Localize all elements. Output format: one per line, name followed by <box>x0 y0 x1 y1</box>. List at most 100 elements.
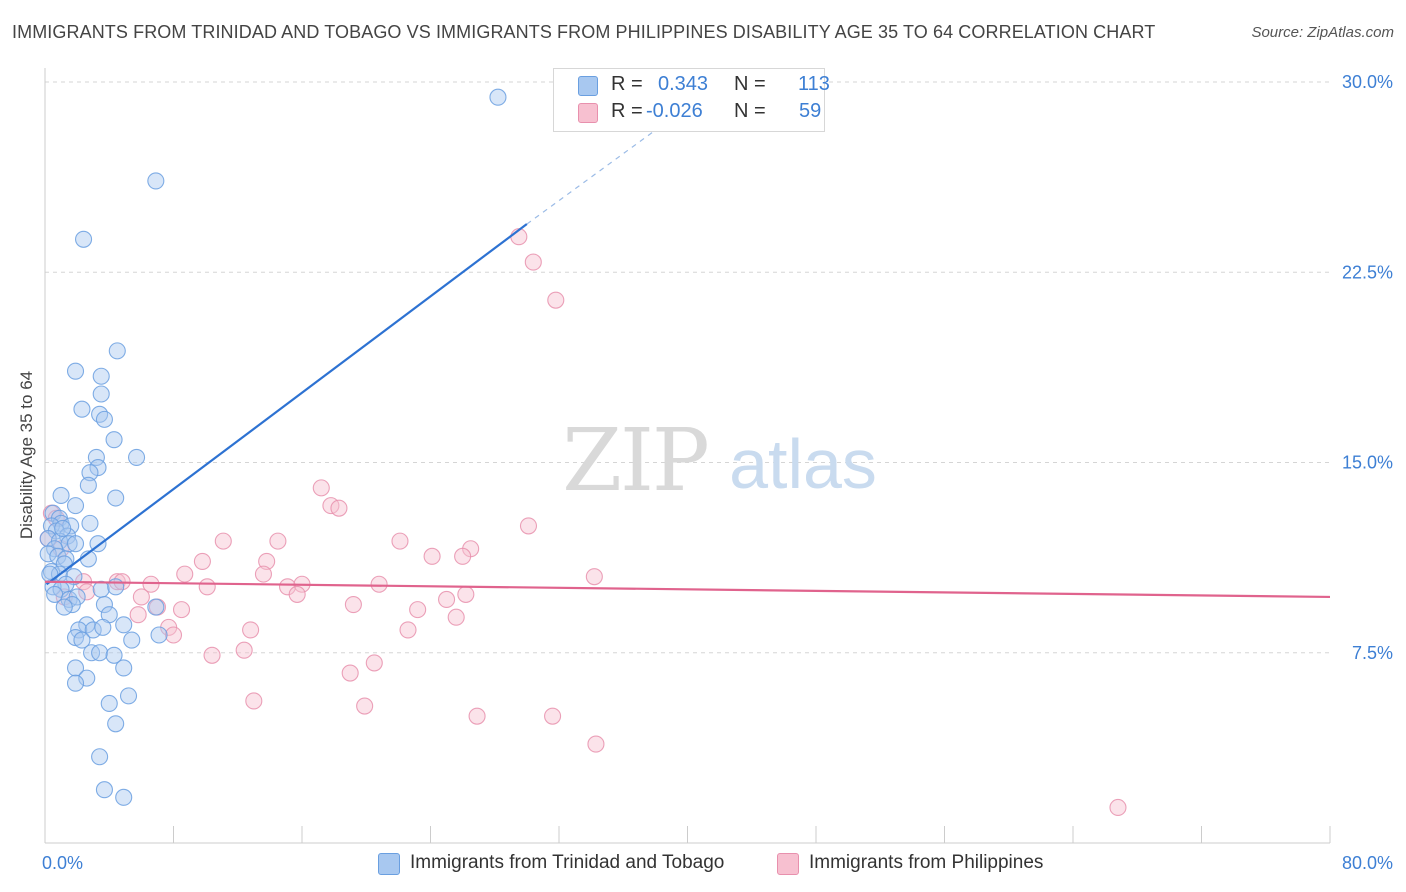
philippines-point <box>524 253 542 271</box>
philippines-point <box>129 606 147 624</box>
r-label: R = <box>611 100 643 122</box>
philippines-point <box>193 552 211 570</box>
axes <box>44 68 1331 844</box>
swatch-philippines <box>578 103 598 123</box>
trinidad-point <box>66 535 85 553</box>
grid-lines <box>45 81 1330 654</box>
philippines-point <box>356 697 374 715</box>
trinidad-point <box>66 362 85 380</box>
trinidad-point <box>92 385 110 403</box>
legend-swatch-trinidad <box>378 853 400 875</box>
trinidad-point <box>41 565 59 583</box>
philippines-point <box>587 735 605 753</box>
n-label: N = <box>734 73 766 95</box>
trinidad-point <box>39 545 57 563</box>
trinidad-point <box>115 616 133 634</box>
philippines-point <box>468 707 486 725</box>
philippines-point <box>454 547 472 565</box>
trinidad-trend-line-extension <box>526 129 656 225</box>
trinidad-point <box>66 497 85 515</box>
trinidad-point <box>52 486 70 505</box>
y-tick-label: 22.5% <box>1342 262 1393 282</box>
n-value: 113 <box>798 73 830 95</box>
trinidad-point <box>105 646 123 664</box>
philippines-point <box>519 517 538 535</box>
philippines-point <box>242 621 260 639</box>
philippines-point <box>164 626 183 644</box>
y-tick-label: 30.0% <box>1342 72 1393 92</box>
philippines-point <box>547 291 565 309</box>
legend-label-trinidad: Immigrants from Trinidad and Tobago <box>410 852 725 873</box>
trinidad-point <box>147 172 165 190</box>
r-label: R = <box>611 73 643 95</box>
trinidad-point <box>108 342 126 360</box>
watermark-zip: ZIP <box>562 411 708 511</box>
trinidad-point <box>147 598 165 616</box>
trinidad-point <box>107 489 125 507</box>
trinidad-trend-line <box>45 223 528 586</box>
philippines-point <box>423 547 441 565</box>
philippines-point <box>214 532 232 550</box>
philippines-point <box>341 664 359 682</box>
trinidad-point <box>95 781 113 799</box>
trinidad-point <box>107 578 125 596</box>
source-label: Source: ZipAtlas.com <box>1251 24 1394 41</box>
r-value: -0.026 <box>646 100 703 122</box>
trinidad-point <box>128 448 146 466</box>
philippines-point <box>176 565 194 583</box>
philippines-point <box>399 621 417 639</box>
trinidad-point <box>91 644 109 662</box>
trinidad-point <box>95 410 113 428</box>
watermark-atlas: atlas <box>729 425 877 503</box>
trinidad-point <box>94 618 112 636</box>
trinidad-point <box>73 400 91 418</box>
trinidad-point <box>150 626 168 644</box>
trinidad-point <box>95 596 113 614</box>
trinidad-point <box>75 230 93 248</box>
philippines-point <box>370 575 388 593</box>
trinidad-point <box>92 367 110 385</box>
trinidad-point <box>42 517 60 535</box>
philippines-point <box>288 585 306 603</box>
trend-lines <box>44 129 1331 599</box>
trinidad-point <box>84 621 102 639</box>
philippines-point <box>78 583 96 601</box>
philippines-point <box>330 499 348 517</box>
x-tick-label: 0.0% <box>42 853 83 873</box>
philippines-point <box>1109 798 1127 817</box>
philippines-point <box>172 601 191 619</box>
philippines-point <box>142 575 160 593</box>
legend-swatch-philippines <box>777 853 799 875</box>
trinidad-point <box>55 598 73 616</box>
trinidad-point <box>489 88 507 106</box>
trinidad-point <box>78 669 96 687</box>
philippines-point <box>585 568 603 586</box>
philippines-point <box>203 646 221 664</box>
philippines-trend-line <box>44 580 1331 599</box>
philippines-point <box>269 532 287 550</box>
philippines-point <box>438 590 456 609</box>
trinidad-point <box>100 694 118 713</box>
y-axis-label: Disability Age 35 to 64 <box>17 370 36 540</box>
philippines-point <box>457 585 475 603</box>
philippines-point <box>254 565 273 583</box>
philippines-point <box>344 596 362 614</box>
trinidad-point <box>91 748 109 766</box>
tick-labels: 7.5% 15.0% 22.5% 30.0% 0.0% 80.0% <box>42 72 1393 873</box>
trinidad-point <box>73 631 91 649</box>
trinidad-point <box>91 405 109 423</box>
philippines-point <box>391 532 409 550</box>
chart-title: IMMIGRANTS FROM TRINIDAD AND TOBAGO VS I… <box>12 22 1156 42</box>
philippines-point <box>132 588 150 606</box>
stats-legend: R = 0.343 N = 113 R = -0.026 N = 59 <box>553 68 830 132</box>
swatch-trinidad <box>578 76 598 96</box>
x-tick-label: 80.0% <box>1342 853 1393 873</box>
philippines-point <box>245 692 263 710</box>
philippines-point <box>544 707 562 725</box>
philippines-point <box>198 578 216 596</box>
trinidad-point <box>115 788 133 806</box>
trinidad-point <box>79 476 97 494</box>
trinidad-point <box>66 674 85 692</box>
n-value: 59 <box>799 100 822 122</box>
